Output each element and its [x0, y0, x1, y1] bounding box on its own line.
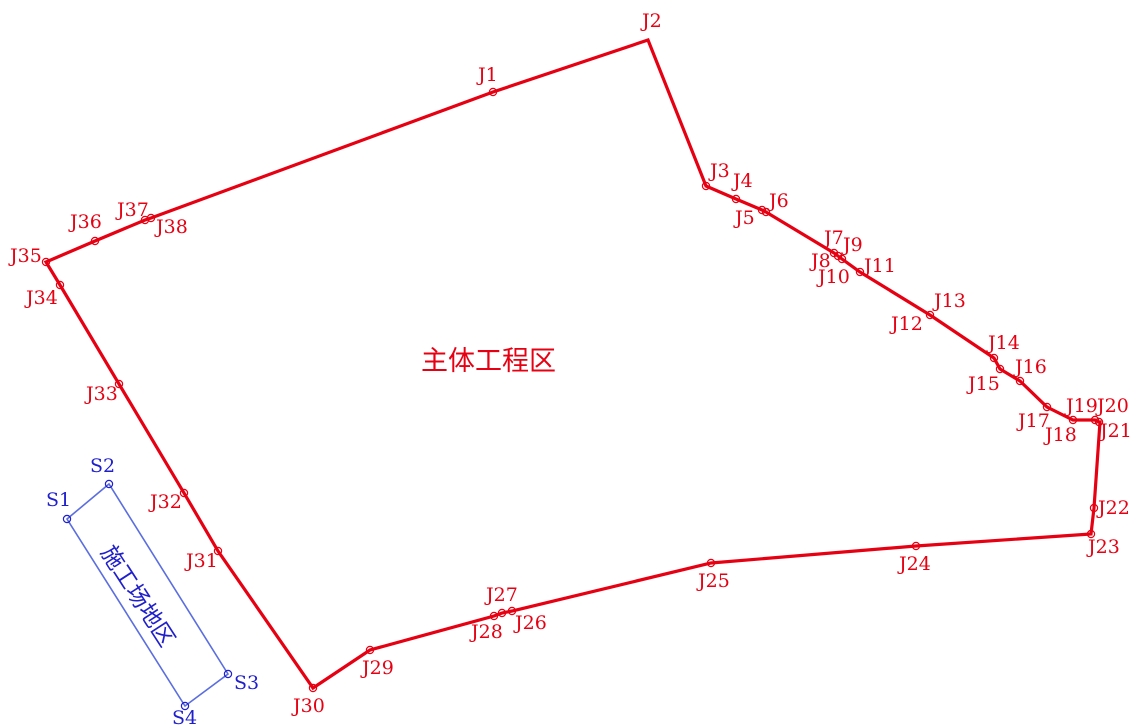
vertex-S4 — [180, 701, 190, 711]
vertex-S1 — [62, 514, 72, 524]
label-J6: J6 — [767, 190, 789, 212]
label-J18: J18 — [1043, 424, 1077, 446]
label-J17: J17 — [1016, 410, 1050, 432]
vertex-J23 — [1086, 529, 1096, 539]
vertex-J27 — [497, 608, 507, 618]
label-J12: J12 — [889, 313, 923, 335]
vertex-J24 — [911, 541, 921, 551]
vertex-J4 — [731, 194, 741, 204]
vertex-J17 — [1042, 402, 1052, 412]
site-area-boundary — [65, 482, 230, 708]
site-area-vertices — [62, 479, 233, 711]
site-area-label: 施工场地区 — [95, 541, 179, 652]
label-J13: J13 — [932, 290, 966, 312]
vertex-J14 — [989, 353, 999, 363]
vertex-J9 — [837, 254, 847, 264]
vertex-J20 — [1094, 417, 1104, 427]
vertex-J30 — [308, 683, 318, 693]
label-J24: J24 — [897, 553, 931, 575]
label-J4: J4 — [731, 170, 753, 192]
label-J36: J36 — [68, 211, 102, 233]
label-J23: J23 — [1086, 536, 1120, 558]
vertex-J36 — [90, 236, 100, 246]
label-J34: J34 — [24, 287, 58, 309]
label-S3: S3 — [234, 672, 259, 694]
vertex-J35 — [41, 257, 51, 267]
label-J8: J8 — [809, 250, 831, 272]
label-J29: J29 — [360, 657, 394, 679]
main-area-labels: J1 J2 J3 J4 J5 J6 J7 J8 J9 J10 J11 J12 J… — [8, 10, 1132, 717]
label-J30: J30 — [291, 695, 325, 717]
vertex-J12 — [925, 310, 935, 320]
label-J37: J37 — [115, 199, 149, 221]
vertex-J3 — [701, 181, 711, 191]
main-area-label: 主体工程区 — [421, 346, 556, 377]
vertex-J19 — [1090, 415, 1100, 425]
vertex-J22 — [1089, 503, 1099, 513]
vertex-J16 — [1015, 376, 1025, 386]
vertex-J34 — [55, 280, 65, 290]
vertex-J29 — [365, 645, 375, 655]
vertex-J28 — [489, 611, 499, 621]
vertex-J33 — [114, 379, 124, 389]
label-J5: J5 — [733, 207, 755, 229]
label-S4: S4 — [172, 707, 197, 727]
vertex-S3 — [223, 669, 233, 679]
main-area-boundary — [43, 38, 1102, 691]
label-J32: J32 — [148, 491, 182, 513]
vertex-J37 — [140, 215, 150, 225]
label-J14: J14 — [986, 332, 1020, 354]
label-J28: J28 — [469, 621, 503, 643]
label-J9: J9 — [841, 234, 863, 256]
label-J1: J1 — [476, 64, 498, 86]
vertex-J25 — [706, 558, 716, 568]
vertex-J11 — [855, 267, 865, 277]
label-J16: J16 — [1013, 356, 1047, 378]
vertex-J6 — [761, 207, 771, 217]
label-J38: J38 — [154, 216, 188, 238]
vertex-J5 — [757, 205, 767, 215]
vertex-J32 — [179, 488, 189, 498]
vertex-J31 — [213, 546, 223, 556]
label-J22: J22 — [1096, 497, 1130, 519]
label-J2: J2 — [640, 10, 662, 32]
label-J3: J3 — [708, 160, 730, 182]
label-J20: J20 — [1095, 395, 1129, 417]
vertex-J18 — [1068, 415, 1078, 425]
label-J21: J21 — [1098, 420, 1132, 442]
vertex-J38 — [146, 213, 156, 223]
label-J35: J35 — [8, 245, 42, 267]
label-J26: J26 — [513, 612, 547, 634]
vertex-J15 — [995, 364, 1005, 374]
label-S1: S1 — [46, 489, 71, 511]
vertex-J26 — [507, 606, 517, 616]
label-J33: J33 — [84, 383, 118, 405]
label-J19: J19 — [1064, 395, 1098, 417]
label-J7: J7 — [822, 227, 844, 249]
label-J31: J31 — [184, 550, 218, 572]
vertex-J1 — [488, 87, 498, 97]
label-J15: J15 — [966, 373, 1000, 395]
label-J11: J11 — [862, 255, 896, 277]
label-S2: S2 — [90, 455, 115, 477]
label-J27: J27 — [484, 584, 518, 606]
label-J25: J25 — [696, 570, 730, 592]
main-area-vertices — [41, 87, 1104, 693]
site-area-labels: S1 S2 S3 S4 — [46, 455, 259, 727]
label-J10: J10 — [816, 266, 850, 288]
vertex-S2 — [104, 479, 114, 489]
